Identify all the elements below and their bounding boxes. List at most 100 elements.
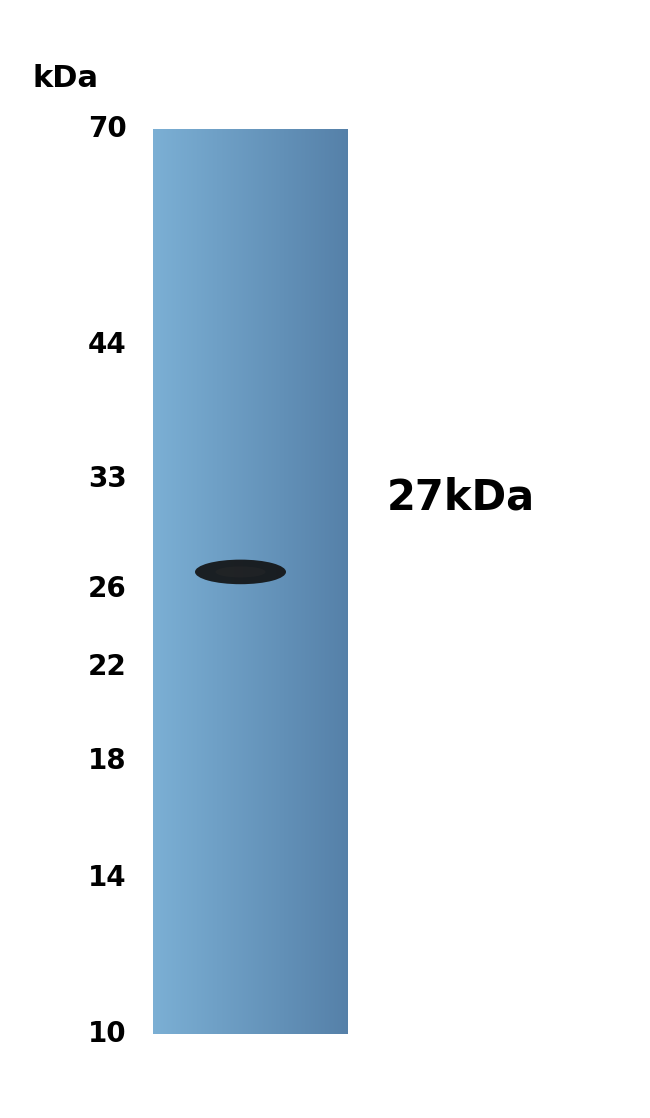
Bar bbox=[326, 129, 327, 1034]
Text: 18: 18 bbox=[88, 747, 127, 775]
Bar bbox=[272, 129, 274, 1034]
Bar bbox=[291, 129, 292, 1034]
Bar bbox=[157, 129, 159, 1034]
Bar bbox=[211, 129, 213, 1034]
Bar bbox=[300, 129, 302, 1034]
Bar bbox=[337, 129, 339, 1034]
Bar bbox=[256, 129, 257, 1034]
Bar bbox=[155, 129, 156, 1034]
Bar bbox=[179, 129, 181, 1034]
Bar bbox=[157, 129, 159, 1034]
Bar bbox=[200, 129, 202, 1034]
Bar bbox=[196, 129, 198, 1034]
Bar bbox=[196, 129, 198, 1034]
Bar bbox=[274, 129, 276, 1034]
Bar bbox=[324, 129, 325, 1034]
Bar bbox=[335, 129, 337, 1034]
Bar bbox=[178, 129, 179, 1034]
Bar bbox=[266, 129, 268, 1034]
Bar bbox=[264, 129, 266, 1034]
Bar bbox=[168, 129, 170, 1034]
Bar bbox=[270, 129, 272, 1034]
Bar bbox=[225, 129, 226, 1034]
Bar bbox=[261, 129, 263, 1034]
Bar bbox=[280, 129, 281, 1034]
Bar bbox=[321, 129, 323, 1034]
Bar bbox=[252, 129, 254, 1034]
Bar bbox=[172, 129, 173, 1034]
Bar bbox=[282, 129, 284, 1034]
Bar bbox=[153, 129, 155, 1034]
Bar bbox=[176, 129, 178, 1034]
Bar bbox=[287, 129, 289, 1034]
Bar bbox=[281, 129, 283, 1034]
Bar bbox=[320, 129, 322, 1034]
Text: 26: 26 bbox=[88, 576, 127, 604]
Bar bbox=[208, 129, 210, 1034]
Bar bbox=[269, 129, 270, 1034]
Bar bbox=[288, 129, 290, 1034]
Bar bbox=[330, 129, 332, 1034]
Bar bbox=[209, 129, 211, 1034]
Bar bbox=[340, 129, 341, 1034]
Bar bbox=[238, 129, 239, 1034]
Text: 27kDa: 27kDa bbox=[387, 476, 535, 519]
Bar bbox=[338, 129, 339, 1034]
Bar bbox=[295, 129, 296, 1034]
Ellipse shape bbox=[216, 567, 265, 578]
Bar bbox=[344, 129, 346, 1034]
Bar bbox=[244, 129, 246, 1034]
Bar bbox=[185, 129, 187, 1034]
Bar bbox=[324, 129, 326, 1034]
Bar bbox=[172, 129, 174, 1034]
Bar bbox=[227, 129, 229, 1034]
Bar bbox=[247, 129, 249, 1034]
Text: 44: 44 bbox=[88, 331, 127, 359]
Bar bbox=[322, 129, 324, 1034]
Bar bbox=[332, 129, 333, 1034]
Bar bbox=[229, 129, 230, 1034]
Bar bbox=[160, 129, 161, 1034]
Bar bbox=[266, 129, 268, 1034]
Bar bbox=[233, 129, 234, 1034]
Bar bbox=[198, 129, 199, 1034]
Bar bbox=[251, 129, 253, 1034]
Bar bbox=[294, 129, 296, 1034]
Bar bbox=[254, 129, 256, 1034]
Bar bbox=[240, 129, 242, 1034]
Bar bbox=[277, 129, 278, 1034]
Bar bbox=[250, 129, 252, 1034]
Bar bbox=[296, 129, 298, 1034]
Bar bbox=[217, 129, 218, 1034]
Text: 33: 33 bbox=[88, 464, 127, 493]
Bar bbox=[326, 129, 328, 1034]
Bar bbox=[194, 129, 195, 1034]
Bar bbox=[334, 129, 335, 1034]
Bar bbox=[285, 129, 287, 1034]
Bar bbox=[301, 129, 302, 1034]
Bar bbox=[305, 129, 307, 1034]
Bar bbox=[263, 129, 265, 1034]
Bar bbox=[207, 129, 209, 1034]
Bar bbox=[307, 129, 309, 1034]
Bar bbox=[254, 129, 255, 1034]
Bar bbox=[235, 129, 237, 1034]
Bar bbox=[285, 129, 286, 1034]
Bar bbox=[303, 129, 304, 1034]
Bar bbox=[336, 129, 338, 1034]
Bar bbox=[204, 129, 206, 1034]
Bar bbox=[317, 129, 318, 1034]
Bar bbox=[174, 129, 176, 1034]
Bar bbox=[219, 129, 221, 1034]
Bar bbox=[293, 129, 295, 1034]
Bar bbox=[187, 129, 188, 1034]
Bar bbox=[274, 129, 276, 1034]
Bar bbox=[283, 129, 285, 1034]
Bar bbox=[260, 129, 261, 1034]
Bar bbox=[255, 129, 257, 1034]
Bar bbox=[276, 129, 278, 1034]
Bar bbox=[330, 129, 331, 1034]
Text: 70: 70 bbox=[88, 114, 127, 143]
Bar bbox=[180, 129, 182, 1034]
Bar bbox=[304, 129, 306, 1034]
